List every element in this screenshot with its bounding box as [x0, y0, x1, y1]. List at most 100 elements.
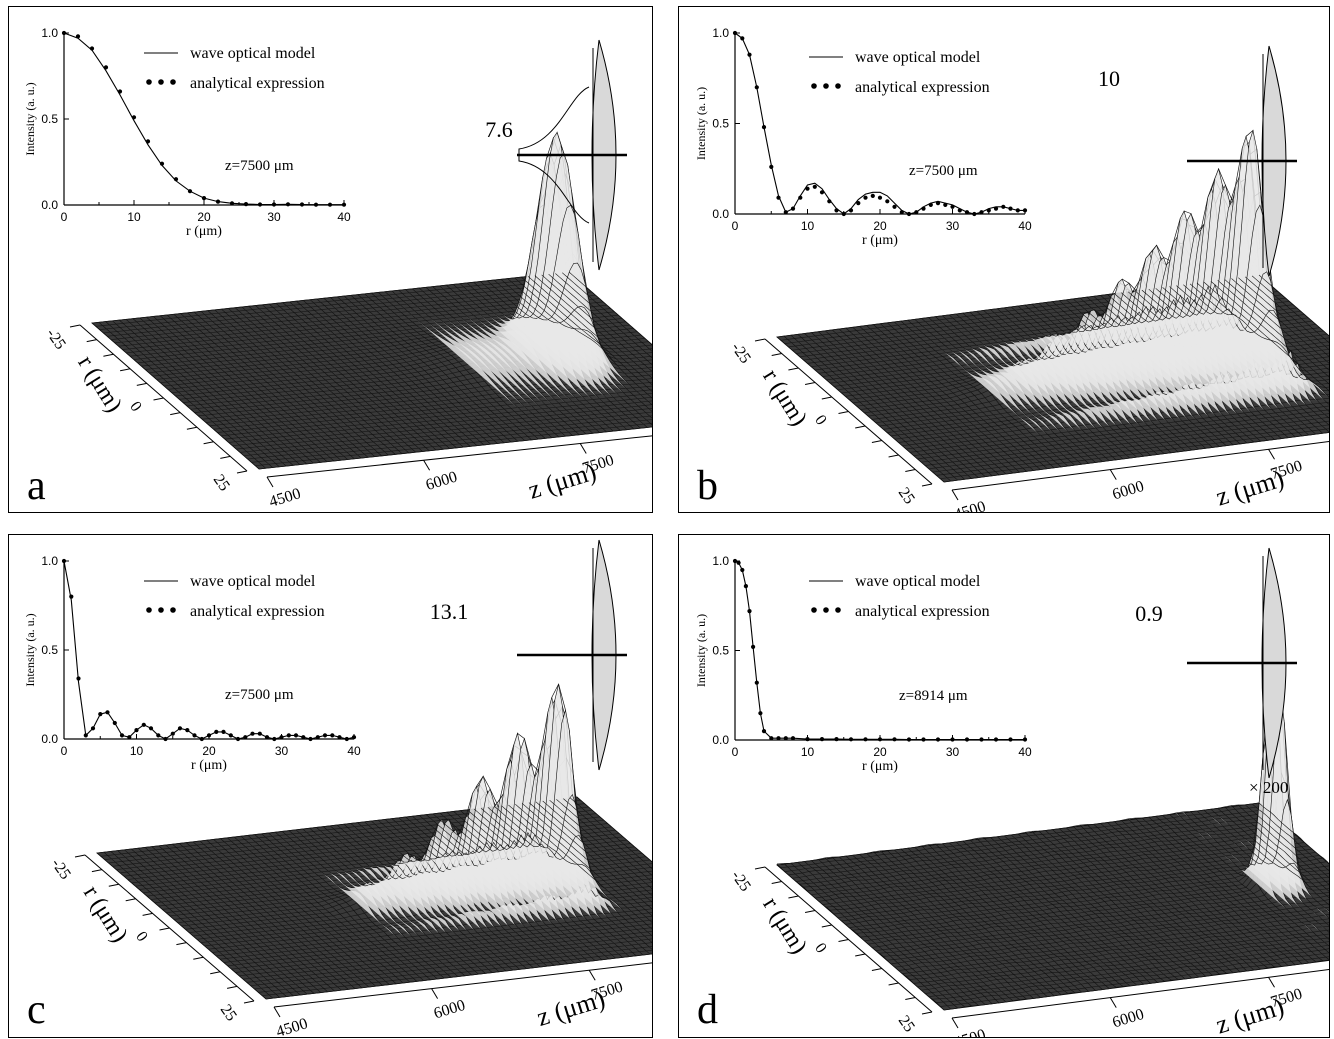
- surface-zline-d: [1100, 823, 1268, 969]
- surface-zline-c: [563, 798, 652, 876]
- surface-zline-a: [153, 316, 321, 463]
- series-dot-d: [740, 567, 745, 573]
- surface-zline-b: [1258, 274, 1329, 337]
- surface-zline-a: [534, 275, 652, 379]
- surface-zline-d: [1066, 827, 1234, 973]
- series-dot-a: [145, 139, 151, 144]
- r-tick-label-a: -25: [43, 326, 69, 353]
- surface-zline-a: [228, 308, 396, 455]
- surface-zline-c: [535, 801, 652, 903]
- surface-zline-c: [398, 775, 568, 965]
- surface-zline-b: [1169, 129, 1329, 426]
- surface-zline-b: [1141, 184, 1310, 436]
- surface-zline-d: [1017, 833, 1186, 980]
- surface-zline-a: [173, 314, 342, 461]
- surface-zline-a: [187, 312, 355, 460]
- surface-zline-a: [473, 131, 641, 429]
- series-dot-c: [330, 733, 335, 738]
- series-dot-c: [177, 726, 183, 731]
- surface-zline-a: [194, 311, 362, 459]
- legend-label-a: analytical expression: [190, 75, 325, 92]
- series-dot-a: [187, 189, 193, 194]
- surface-fill-c: [412, 803, 582, 963]
- series-dot-b: [761, 125, 767, 130]
- series-dot-b: [906, 211, 912, 217]
- surface-zline-b: [1072, 244, 1241, 445]
- series-dot-c: [127, 735, 132, 740]
- surface-zline-d: [976, 838, 1144, 985]
- series-dot-b: [979, 210, 984, 215]
- r-tick-a: [86, 339, 97, 343]
- series-dot-b: [964, 210, 970, 215]
- surface-zline-a: [562, 272, 652, 352]
- legend-dot-swatch-b: [835, 83, 841, 89]
- series-dot-c: [322, 733, 328, 738]
- surface-zline-c: [391, 785, 562, 965]
- surface-zline-a: [180, 313, 348, 460]
- surface-zline-a: [309, 299, 478, 446]
- surface-zline-d: [776, 863, 945, 1011]
- surface-zline-a: [548, 273, 652, 366]
- series-dot-d: [863, 737, 868, 742]
- r-tick-b: [921, 483, 933, 487]
- surface-zline-c: [233, 836, 404, 984]
- surface-zline-b: [887, 322, 1055, 469]
- series-dot-c: [185, 728, 190, 733]
- surface-fill-b: [962, 313, 1130, 459]
- r-tick-c: [210, 971, 221, 975]
- r-tick-a: [120, 368, 131, 372]
- r-tick-c: [193, 956, 204, 960]
- surface-zline-a: [234, 307, 403, 454]
- series-dot-b: [732, 30, 738, 36]
- z-axis-title-a: z (μm): [525, 457, 600, 505]
- z-tick-c: [588, 969, 596, 981]
- surface-fill-a: [446, 285, 614, 432]
- surface-zline-d: [969, 839, 1138, 986]
- series-dot-c: [105, 710, 110, 715]
- surface-fill-b: [1183, 271, 1329, 412]
- surface-zline-d: [1052, 829, 1220, 975]
- z-tick-label-b: 6000: [1110, 478, 1146, 504]
- surface-zline-d: [845, 855, 1014, 1001]
- surface-zline-d: [955, 841, 1124, 987]
- z-tick-label-a: 4500: [267, 485, 303, 511]
- series-dot-d: [805, 737, 810, 742]
- inset-y-tick-label-b: 0.5: [712, 117, 729, 131]
- surface-zline-b: [838, 328, 1007, 475]
- series-dot-b: [899, 210, 904, 215]
- surface-zline-a: [275, 303, 444, 450]
- lens-icon-a: [517, 39, 627, 271]
- surface-zline-d: [1141, 817, 1310, 964]
- series-dot-a: [61, 30, 67, 36]
- surface-zline-c: [103, 851, 274, 999]
- surface-zline-c: [131, 848, 301, 996]
- series-dot-c: [301, 735, 306, 740]
- series-dot-b: [819, 190, 825, 195]
- series-dot-c: [243, 735, 248, 740]
- surface-zline-c: [371, 820, 541, 968]
- surface-zline-b: [783, 335, 952, 482]
- r-tick-a: [186, 426, 197, 430]
- series-dot-b: [950, 204, 955, 209]
- inset-x-tick-label-d: 10: [801, 745, 815, 759]
- series-dot-c: [235, 736, 241, 742]
- surface-zline-d: [1045, 830, 1213, 976]
- surface-zline-d: [1148, 816, 1316, 962]
- inset-y-tick-label-a: 1.0: [41, 26, 58, 40]
- surface-zline-d: [824, 857, 993, 1005]
- series-dot-c: [272, 736, 277, 742]
- surface-zline-a: [289, 301, 457, 449]
- surface-fill-b: [935, 316, 1103, 462]
- surface-zline-c: [439, 737, 610, 960]
- surface-zline-b: [1203, 281, 1329, 392]
- inset-y-tick-label-c: 0.5: [41, 643, 58, 657]
- surface-zline-b: [893, 321, 1062, 468]
- r-tick-d: [921, 1011, 933, 1015]
- series-dot-b: [870, 193, 875, 198]
- series-dot-b: [805, 186, 810, 191]
